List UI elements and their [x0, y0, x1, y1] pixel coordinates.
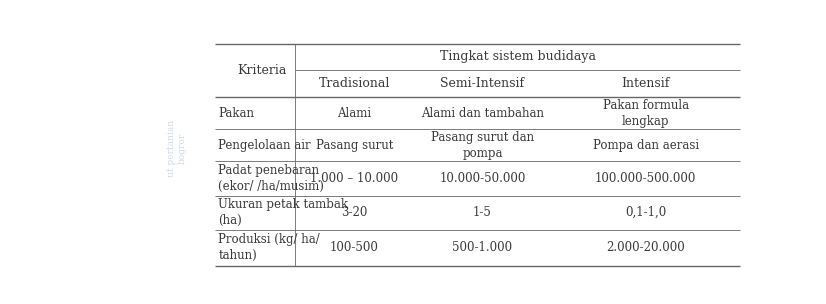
Text: 3-20: 3-20	[341, 206, 368, 219]
Text: 0,1-1,0: 0,1-1,0	[625, 206, 667, 219]
Text: Alami: Alami	[338, 107, 372, 120]
Text: ut pertanian
bogror: ut pertanian bogror	[167, 120, 187, 178]
Text: Pompa dan aerasi: Pompa dan aerasi	[593, 139, 699, 152]
Text: Pakan: Pakan	[218, 107, 254, 120]
Text: 10.000-50.000: 10.000-50.000	[439, 172, 525, 185]
Text: Ukuran petak tambak
(ha): Ukuran petak tambak (ha)	[218, 198, 349, 227]
Text: Kriteria: Kriteria	[237, 64, 287, 77]
Text: Semi-Intensif: Semi-Intensif	[440, 77, 525, 90]
Text: 100.000-500.000: 100.000-500.000	[595, 172, 696, 185]
Text: Tradisional: Tradisional	[319, 77, 390, 90]
Text: Pasang surut dan
pompa: Pasang surut dan pompa	[431, 131, 534, 160]
Text: 2.000-20.000: 2.000-20.000	[606, 241, 685, 254]
Text: 1.000 – 10.000: 1.000 – 10.000	[311, 172, 399, 185]
Text: Produksi (kg/ ha/
tahun): Produksi (kg/ ha/ tahun)	[218, 233, 320, 262]
Text: 1-5: 1-5	[473, 206, 492, 219]
Text: 500-1.000: 500-1.000	[453, 241, 513, 254]
Text: Tingkat sistem budidaya: Tingkat sistem budidaya	[439, 50, 596, 64]
Text: Padat penebaran
(ekor/ /ha/musim): Padat penebaran (ekor/ /ha/musim)	[218, 164, 325, 193]
Text: Pasang surut: Pasang surut	[316, 139, 393, 152]
Text: Pengelolaan air: Pengelolaan air	[218, 139, 311, 152]
Text: Alami dan tambahan: Alami dan tambahan	[421, 107, 544, 120]
Text: 100-500: 100-500	[330, 241, 379, 254]
Text: Intensif: Intensif	[622, 77, 670, 90]
Text: Pakan formula
lengkap: Pakan formula lengkap	[603, 99, 689, 128]
